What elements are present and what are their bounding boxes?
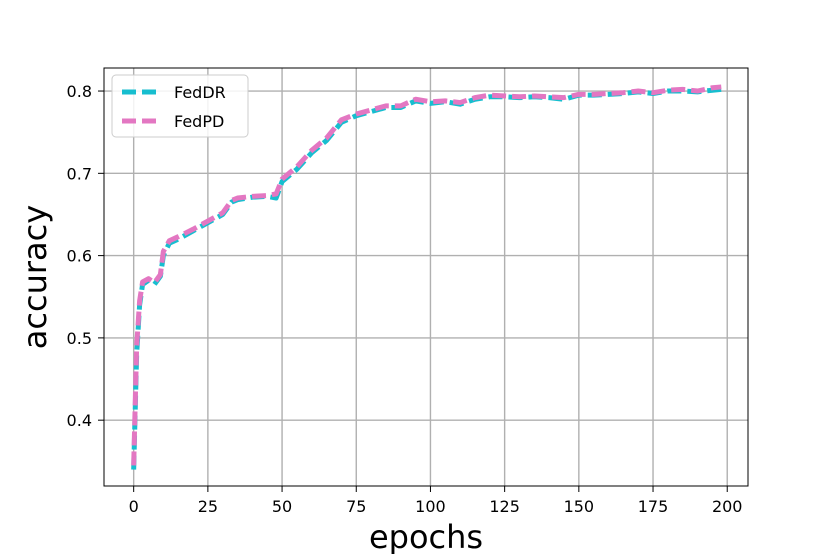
- y-axis-label: accuracy: [16, 205, 54, 349]
- x-tick-label: 0: [129, 497, 139, 516]
- series-line-fedpd: [131, 84, 722, 466]
- x-tick-label: 175: [638, 497, 669, 516]
- series-layer: [131, 84, 722, 470]
- y-tick-label: 0.5: [67, 329, 92, 348]
- y-tick-label: 0.4: [67, 411, 92, 430]
- y-tick-label: 0.7: [67, 164, 92, 183]
- x-tick-label: 100: [415, 497, 446, 516]
- x-tick-label: 125: [489, 497, 520, 516]
- x-tick-label: 75: [346, 497, 366, 516]
- x-tick-label: 150: [564, 497, 595, 516]
- x-axis-label: epochs: [369, 518, 483, 554]
- x-tick-label: 50: [272, 497, 292, 516]
- x-tick-label: 25: [198, 497, 218, 516]
- plot-frame: [103, 67, 749, 487]
- y-tick-label: 0.8: [67, 82, 92, 101]
- ticks: 0 25 50 75 100 125 150 175 200 0.4 0.5 0.6 0.7 0.8: [67, 82, 743, 516]
- legend-label: FedDR: [174, 83, 226, 102]
- legend-label: FedPD: [174, 112, 224, 131]
- x-tick-label: 200: [712, 497, 743, 516]
- y-tick-label: 0.6: [67, 247, 92, 266]
- legend: FedDR FedPD: [111, 74, 249, 138]
- series-line-feddr: [131, 86, 722, 470]
